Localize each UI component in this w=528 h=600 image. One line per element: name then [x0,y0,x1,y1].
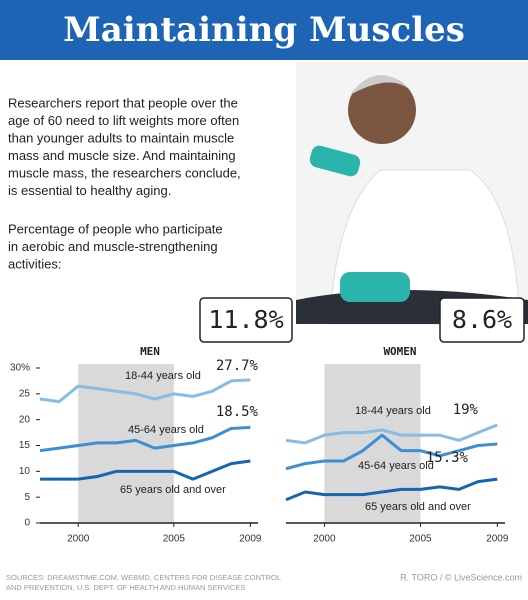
highlight-box [439,297,525,343]
series-label: 18-44 years old [355,405,431,417]
series-label: 45-64 years old [358,460,434,472]
footer-source: SOURCES: DREAMSTIME.COM, WEBMD, CENTERS … [6,573,281,582]
footer-credit: R. TORO / © LiveScience.com [400,572,522,582]
x-tick-label: 2005 [409,534,432,545]
series-line [285,423,498,445]
y-tick-label: 5 [24,492,30,503]
chart-title: MEN [140,345,160,358]
prompt-line: in aerobic and muscle-strengthening [8,239,218,254]
header-title: Maintaining Muscles [63,10,465,50]
intro-line: age of 60 need to lift weights more ofte… [8,113,239,128]
value-label: 15.3% [426,450,469,466]
series-line [285,433,498,471]
intro-line: muscle mass, the researchers conclude, [8,165,241,180]
series-label: 45-64 years old [128,424,204,436]
series-line [39,378,251,404]
intro-line: Researchers report that people over the [8,95,238,110]
intro-line: mass and muscle size. And maintaining [8,148,236,163]
y-tick-label: 25 [19,388,31,399]
x-tick-label: 2009 [486,534,509,545]
intro-line: is essential to healthy aging. [8,183,171,198]
x-tick-label: 2005 [163,534,186,545]
y-tick-label: 20 [19,414,31,425]
series-line [285,477,498,502]
header-bar [0,0,528,60]
series-label: 18-44 years old [125,370,201,382]
x-tick-label: 2000 [313,534,336,545]
prompt-line: activities: [8,256,61,271]
y-tick-label: 0 [24,518,30,529]
series-label: 65 years old and over [120,484,226,496]
highlight-value: 11.8% [208,305,283,334]
value-label: 18.5% [216,404,259,420]
y-tick-label: 15 [19,440,31,451]
highlight-value: 8.6% [452,305,512,334]
series-line [40,459,251,481]
highlight-box [199,297,293,343]
x-tick-label: 2009 [239,534,262,545]
value-label: 27.7% [216,358,259,374]
x-tick-label: 2000 [67,534,90,545]
photo [296,62,528,325]
y-tick-label: 30% [10,363,30,374]
series-line [39,425,251,453]
prompt-line: Percentage of people who participate [8,221,223,236]
value-label: 19% [453,402,479,418]
intro-line: than younger adults to maintain muscle [8,130,234,145]
y-tick-label: 10 [19,466,31,477]
footer-source: AND PREVENTION, U.S. DEPT. OF HEALTH AND… [6,583,245,592]
series-label: 65 years old and over [365,501,471,513]
chart-title: WOMEN [383,345,416,358]
